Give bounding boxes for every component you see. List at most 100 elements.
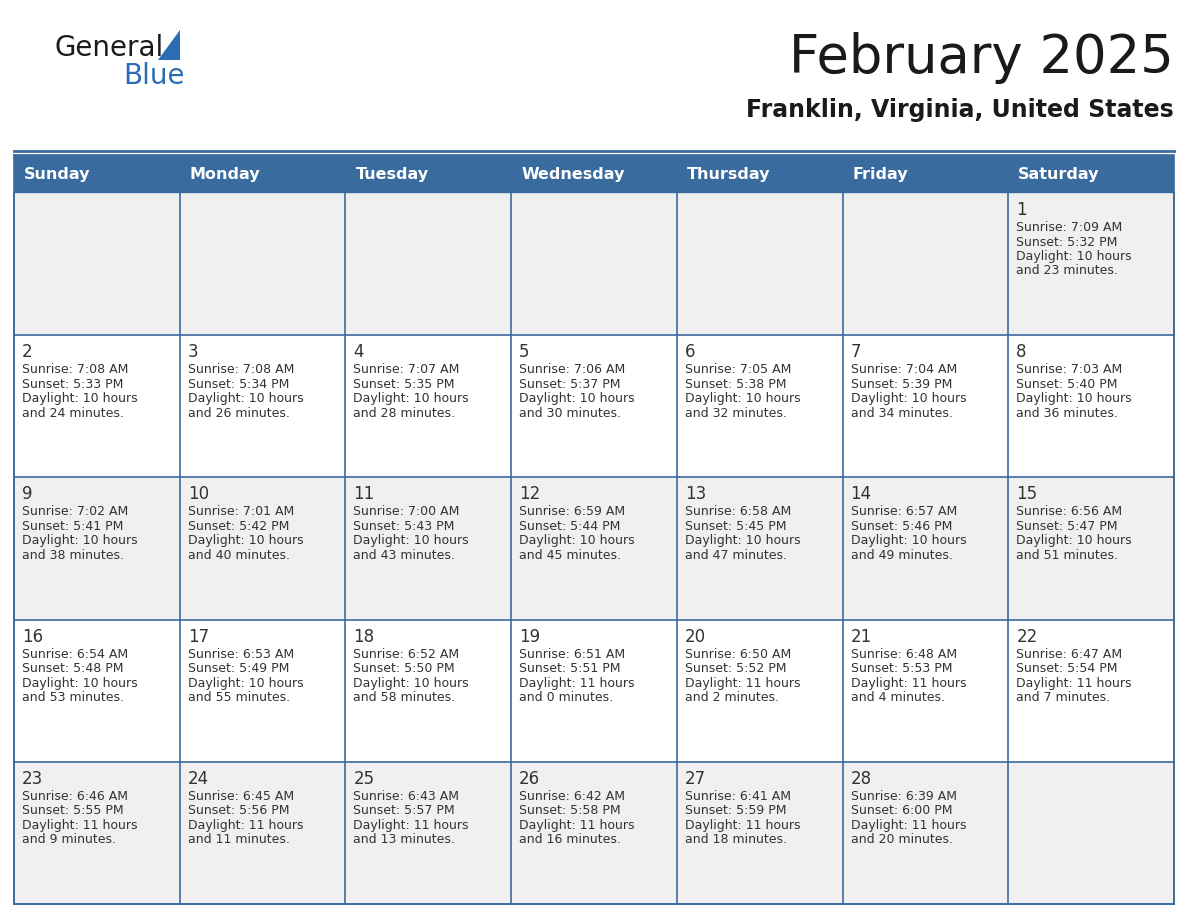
Text: Daylight: 10 hours: Daylight: 10 hours	[684, 392, 801, 405]
Text: 6: 6	[684, 343, 695, 361]
Text: and 24 minutes.: and 24 minutes.	[23, 407, 124, 420]
Bar	[677, 620, 842, 762]
Bar	[346, 762, 511, 904]
Text: and 30 minutes.: and 30 minutes.	[519, 407, 621, 420]
Text: 10: 10	[188, 486, 209, 503]
Text: and 9 minutes.: and 9 minutes.	[23, 834, 116, 846]
Text: Daylight: 10 hours: Daylight: 10 hours	[23, 677, 138, 689]
Bar	[842, 335, 1009, 477]
Text: Daylight: 10 hours: Daylight: 10 hours	[188, 677, 303, 689]
Bar	[1009, 335, 1174, 477]
Text: and 45 minutes.: and 45 minutes.	[519, 549, 621, 562]
Text: and 38 minutes.: and 38 minutes.	[23, 549, 124, 562]
Text: Saturday: Saturday	[1018, 166, 1100, 182]
Text: 20: 20	[684, 628, 706, 645]
Text: 15: 15	[1016, 486, 1037, 503]
Text: Sunrise: 7:08 AM: Sunrise: 7:08 AM	[23, 364, 128, 376]
Text: Sunset: 5:47 PM: Sunset: 5:47 PM	[1016, 520, 1118, 533]
Bar	[842, 477, 1009, 620]
Bar	[511, 762, 677, 904]
Bar	[14, 335, 179, 477]
Polygon shape	[158, 30, 181, 60]
Bar	[179, 477, 346, 620]
Text: Sunset: 5:46 PM: Sunset: 5:46 PM	[851, 520, 952, 533]
Text: February 2025: February 2025	[789, 32, 1174, 84]
Bar	[511, 155, 677, 193]
Text: Sunrise: 6:51 AM: Sunrise: 6:51 AM	[519, 647, 625, 661]
Text: Daylight: 10 hours: Daylight: 10 hours	[188, 392, 303, 405]
Text: Sunset: 5:48 PM: Sunset: 5:48 PM	[23, 662, 124, 675]
Bar	[346, 193, 511, 335]
Text: and 16 minutes.: and 16 minutes.	[519, 834, 621, 846]
Bar	[677, 762, 842, 904]
Text: Sunset: 5:43 PM: Sunset: 5:43 PM	[353, 520, 455, 533]
Bar	[179, 620, 346, 762]
Bar	[511, 477, 677, 620]
Text: Daylight: 11 hours: Daylight: 11 hours	[519, 819, 634, 832]
Text: Daylight: 10 hours: Daylight: 10 hours	[23, 392, 138, 405]
Text: and 7 minutes.: and 7 minutes.	[1016, 691, 1111, 704]
Text: Sunrise: 7:09 AM: Sunrise: 7:09 AM	[1016, 221, 1123, 234]
Bar	[179, 193, 346, 335]
Text: Daylight: 10 hours: Daylight: 10 hours	[353, 677, 469, 689]
Text: Daylight: 10 hours: Daylight: 10 hours	[353, 534, 469, 547]
Bar	[511, 335, 677, 477]
Text: Monday: Monday	[190, 166, 260, 182]
Text: Sunrise: 6:45 AM: Sunrise: 6:45 AM	[188, 789, 293, 803]
Text: Sunset: 5:50 PM: Sunset: 5:50 PM	[353, 662, 455, 675]
Text: Wednesday: Wednesday	[522, 166, 625, 182]
Text: and 20 minutes.: and 20 minutes.	[851, 834, 953, 846]
Text: and 26 minutes.: and 26 minutes.	[188, 407, 290, 420]
Text: Sunrise: 6:59 AM: Sunrise: 6:59 AM	[519, 506, 625, 519]
Text: Sunset: 5:40 PM: Sunset: 5:40 PM	[1016, 377, 1118, 391]
Text: Sunrise: 7:04 AM: Sunrise: 7:04 AM	[851, 364, 956, 376]
Text: Sunset: 5:37 PM: Sunset: 5:37 PM	[519, 377, 620, 391]
Text: Daylight: 10 hours: Daylight: 10 hours	[519, 534, 634, 547]
Text: Sunrise: 6:47 AM: Sunrise: 6:47 AM	[1016, 647, 1123, 661]
Text: 2: 2	[23, 343, 32, 361]
Text: and 18 minutes.: and 18 minutes.	[684, 834, 786, 846]
Text: Sunrise: 7:06 AM: Sunrise: 7:06 AM	[519, 364, 625, 376]
Text: Sunset: 5:58 PM: Sunset: 5:58 PM	[519, 804, 621, 817]
Text: 23: 23	[23, 770, 43, 788]
Text: and 55 minutes.: and 55 minutes.	[188, 691, 290, 704]
Text: Daylight: 10 hours: Daylight: 10 hours	[188, 534, 303, 547]
Text: Daylight: 10 hours: Daylight: 10 hours	[851, 392, 966, 405]
Text: Franklin, Virginia, United States: Franklin, Virginia, United States	[746, 98, 1174, 122]
Bar	[677, 155, 842, 193]
Text: Tuesday: Tuesday	[355, 166, 429, 182]
Text: Daylight: 11 hours: Daylight: 11 hours	[188, 819, 303, 832]
Bar	[842, 762, 1009, 904]
Text: Sunset: 5:59 PM: Sunset: 5:59 PM	[684, 804, 786, 817]
Text: and 58 minutes.: and 58 minutes.	[353, 691, 455, 704]
Text: Sunset: 5:45 PM: Sunset: 5:45 PM	[684, 520, 786, 533]
Text: Sunrise: 7:03 AM: Sunrise: 7:03 AM	[1016, 364, 1123, 376]
Text: Sunset: 5:34 PM: Sunset: 5:34 PM	[188, 377, 289, 391]
Bar	[1009, 477, 1174, 620]
Bar	[14, 155, 179, 193]
Text: Daylight: 10 hours: Daylight: 10 hours	[23, 534, 138, 547]
Text: 21: 21	[851, 628, 872, 645]
Text: 28: 28	[851, 770, 872, 788]
Text: Daylight: 11 hours: Daylight: 11 hours	[851, 677, 966, 689]
Text: Daylight: 11 hours: Daylight: 11 hours	[851, 819, 966, 832]
Text: Sunrise: 6:43 AM: Sunrise: 6:43 AM	[353, 789, 460, 803]
Bar	[677, 477, 842, 620]
Bar	[14, 193, 179, 335]
Bar	[346, 620, 511, 762]
Text: Sunrise: 7:08 AM: Sunrise: 7:08 AM	[188, 364, 295, 376]
Text: Thursday: Thursday	[687, 166, 770, 182]
Text: Sunrise: 6:54 AM: Sunrise: 6:54 AM	[23, 647, 128, 661]
Text: Blue: Blue	[124, 62, 184, 90]
Text: 3: 3	[188, 343, 198, 361]
Text: and 53 minutes.: and 53 minutes.	[23, 691, 124, 704]
Bar	[677, 193, 842, 335]
Bar	[842, 193, 1009, 335]
Text: and 40 minutes.: and 40 minutes.	[188, 549, 290, 562]
Text: Daylight: 11 hours: Daylight: 11 hours	[1016, 677, 1132, 689]
Text: Sunrise: 6:58 AM: Sunrise: 6:58 AM	[684, 506, 791, 519]
Text: Sunrise: 7:00 AM: Sunrise: 7:00 AM	[353, 506, 460, 519]
Text: Sunrise: 6:52 AM: Sunrise: 6:52 AM	[353, 647, 460, 661]
Text: Daylight: 10 hours: Daylight: 10 hours	[353, 392, 469, 405]
Text: Sunset: 5:41 PM: Sunset: 5:41 PM	[23, 520, 124, 533]
